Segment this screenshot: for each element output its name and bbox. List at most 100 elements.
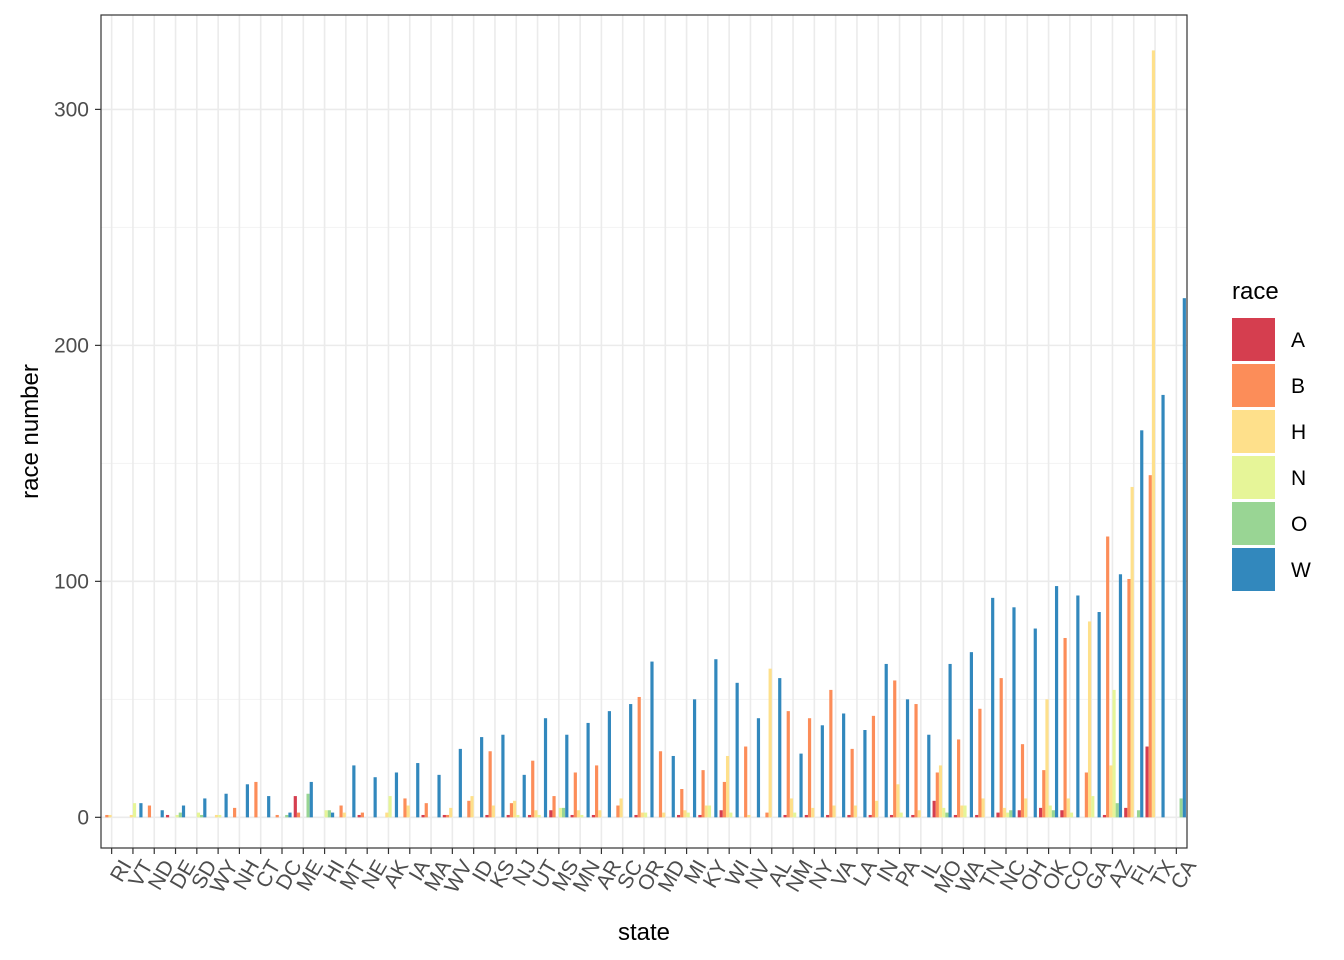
bar-MI-B xyxy=(680,789,684,818)
bar-AZ-O xyxy=(1115,803,1119,818)
bar-UT-B xyxy=(531,760,535,818)
bar-PA-H xyxy=(896,784,900,818)
bar-AR-B xyxy=(595,765,599,818)
bar-PA-N xyxy=(899,812,903,818)
bar-AL-B xyxy=(765,812,769,818)
bar-NC-O xyxy=(1009,810,1013,818)
bar-MO-A xyxy=(932,800,936,818)
bar-KS-B xyxy=(488,751,492,818)
bar-OH-A xyxy=(1017,810,1021,818)
bar-MN-B xyxy=(573,772,577,818)
bar-WI-W xyxy=(735,682,739,818)
bar-OR-H xyxy=(640,812,644,818)
bar-IA-H xyxy=(406,805,410,818)
bar-LA-B xyxy=(850,748,854,818)
bar-AZ-W xyxy=(1118,574,1123,818)
bar-VT-W xyxy=(139,803,143,818)
bar-OR-N xyxy=(644,812,648,818)
y-tick-label: 200 xyxy=(54,334,89,357)
bar-AZ-A xyxy=(1102,814,1107,818)
bar-TX-A xyxy=(1145,746,1149,818)
bar-VT-N xyxy=(132,803,137,818)
bar-MI-W xyxy=(692,699,697,818)
bar-DE-O xyxy=(178,812,182,818)
bar-WA-H xyxy=(960,805,964,818)
bar-NM-B xyxy=(786,711,790,818)
bar-OK-N xyxy=(1048,805,1052,818)
bar-GA-B xyxy=(1084,772,1088,818)
bar-WV-W xyxy=(458,748,462,818)
bar-NE-W xyxy=(373,777,377,818)
bar-DC-B xyxy=(275,814,279,818)
bar-MT-B xyxy=(339,805,343,818)
legend-swatch-N xyxy=(1232,456,1275,499)
bar-TX-W xyxy=(1161,394,1165,818)
bar-MI-H xyxy=(683,810,687,818)
bar-WI-A xyxy=(719,810,723,818)
bar-KS-H xyxy=(491,805,495,818)
bar-IN-A xyxy=(868,814,872,818)
bar-IL-W xyxy=(927,734,931,818)
legend-swatch-B xyxy=(1232,364,1275,407)
bar-VT-H xyxy=(129,814,133,818)
bar-WA-N xyxy=(963,805,967,818)
bar-MN-A xyxy=(570,814,574,818)
bar-NY-H xyxy=(811,807,815,818)
legend-label-B: B xyxy=(1291,375,1305,398)
legend-title: race xyxy=(1232,278,1279,305)
bar-NY-A xyxy=(804,814,808,818)
bar-UT-A xyxy=(527,814,532,818)
legend-label-A: A xyxy=(1291,329,1305,352)
bar-WA-W xyxy=(969,652,973,818)
bar-OH-W xyxy=(1033,628,1037,818)
bar-CO-H xyxy=(1066,798,1070,818)
bar-KY-A xyxy=(698,814,702,818)
bar-WA-A xyxy=(953,814,958,818)
bar-IA-B xyxy=(403,798,407,818)
bar-NM-A xyxy=(783,814,787,818)
bar-AZ-N xyxy=(1112,689,1116,818)
bar-MA-B xyxy=(424,803,428,818)
bar-CO-B xyxy=(1063,637,1067,818)
bar-MA-A xyxy=(421,814,425,818)
bar-MN-N xyxy=(580,814,584,818)
bar-CA-W xyxy=(1182,298,1186,818)
bar-NY-W xyxy=(820,725,824,818)
bar-HI-O xyxy=(327,810,331,818)
bar-NY-B xyxy=(807,718,812,818)
bar-CO-W xyxy=(1076,595,1080,818)
bar-VA-H xyxy=(832,805,836,818)
bar-FL-W xyxy=(1140,430,1144,818)
bars xyxy=(105,50,1186,818)
bar-CT-W xyxy=(267,796,271,818)
bar-FL-H xyxy=(1130,486,1134,818)
bar-IN-W xyxy=(884,663,888,818)
bar-IL-A xyxy=(911,814,915,818)
bar-NJ-B xyxy=(509,803,514,818)
bar-RI-H xyxy=(108,814,112,818)
bar-VA-W xyxy=(842,713,846,818)
bar-WI-H xyxy=(725,755,730,818)
bar-UT-H xyxy=(534,810,538,818)
bar-NJ-A xyxy=(506,814,510,818)
bar-OR-B xyxy=(637,696,641,818)
bar-WY-W xyxy=(224,793,228,818)
bar-MO-W xyxy=(948,663,952,818)
bar-NM-H xyxy=(789,798,794,818)
y-tick-label: 100 xyxy=(54,570,89,593)
bar-MD-H xyxy=(662,812,666,818)
bar-CT-B xyxy=(254,781,258,818)
legend-label-H: H xyxy=(1291,421,1306,444)
y-tick-label: 300 xyxy=(54,98,89,121)
bar-OH-B xyxy=(1020,744,1025,818)
bar-NH-W xyxy=(245,784,249,818)
bar-AK-N xyxy=(388,796,392,818)
bar-WV-B xyxy=(445,814,450,818)
bar-ID-B xyxy=(467,800,471,818)
y-axis-title: race number xyxy=(17,364,44,499)
bar-DE-W xyxy=(181,805,186,818)
bar-GA-N xyxy=(1091,796,1095,818)
bar-AR-W xyxy=(607,711,611,818)
bar-DE-N xyxy=(175,814,179,818)
